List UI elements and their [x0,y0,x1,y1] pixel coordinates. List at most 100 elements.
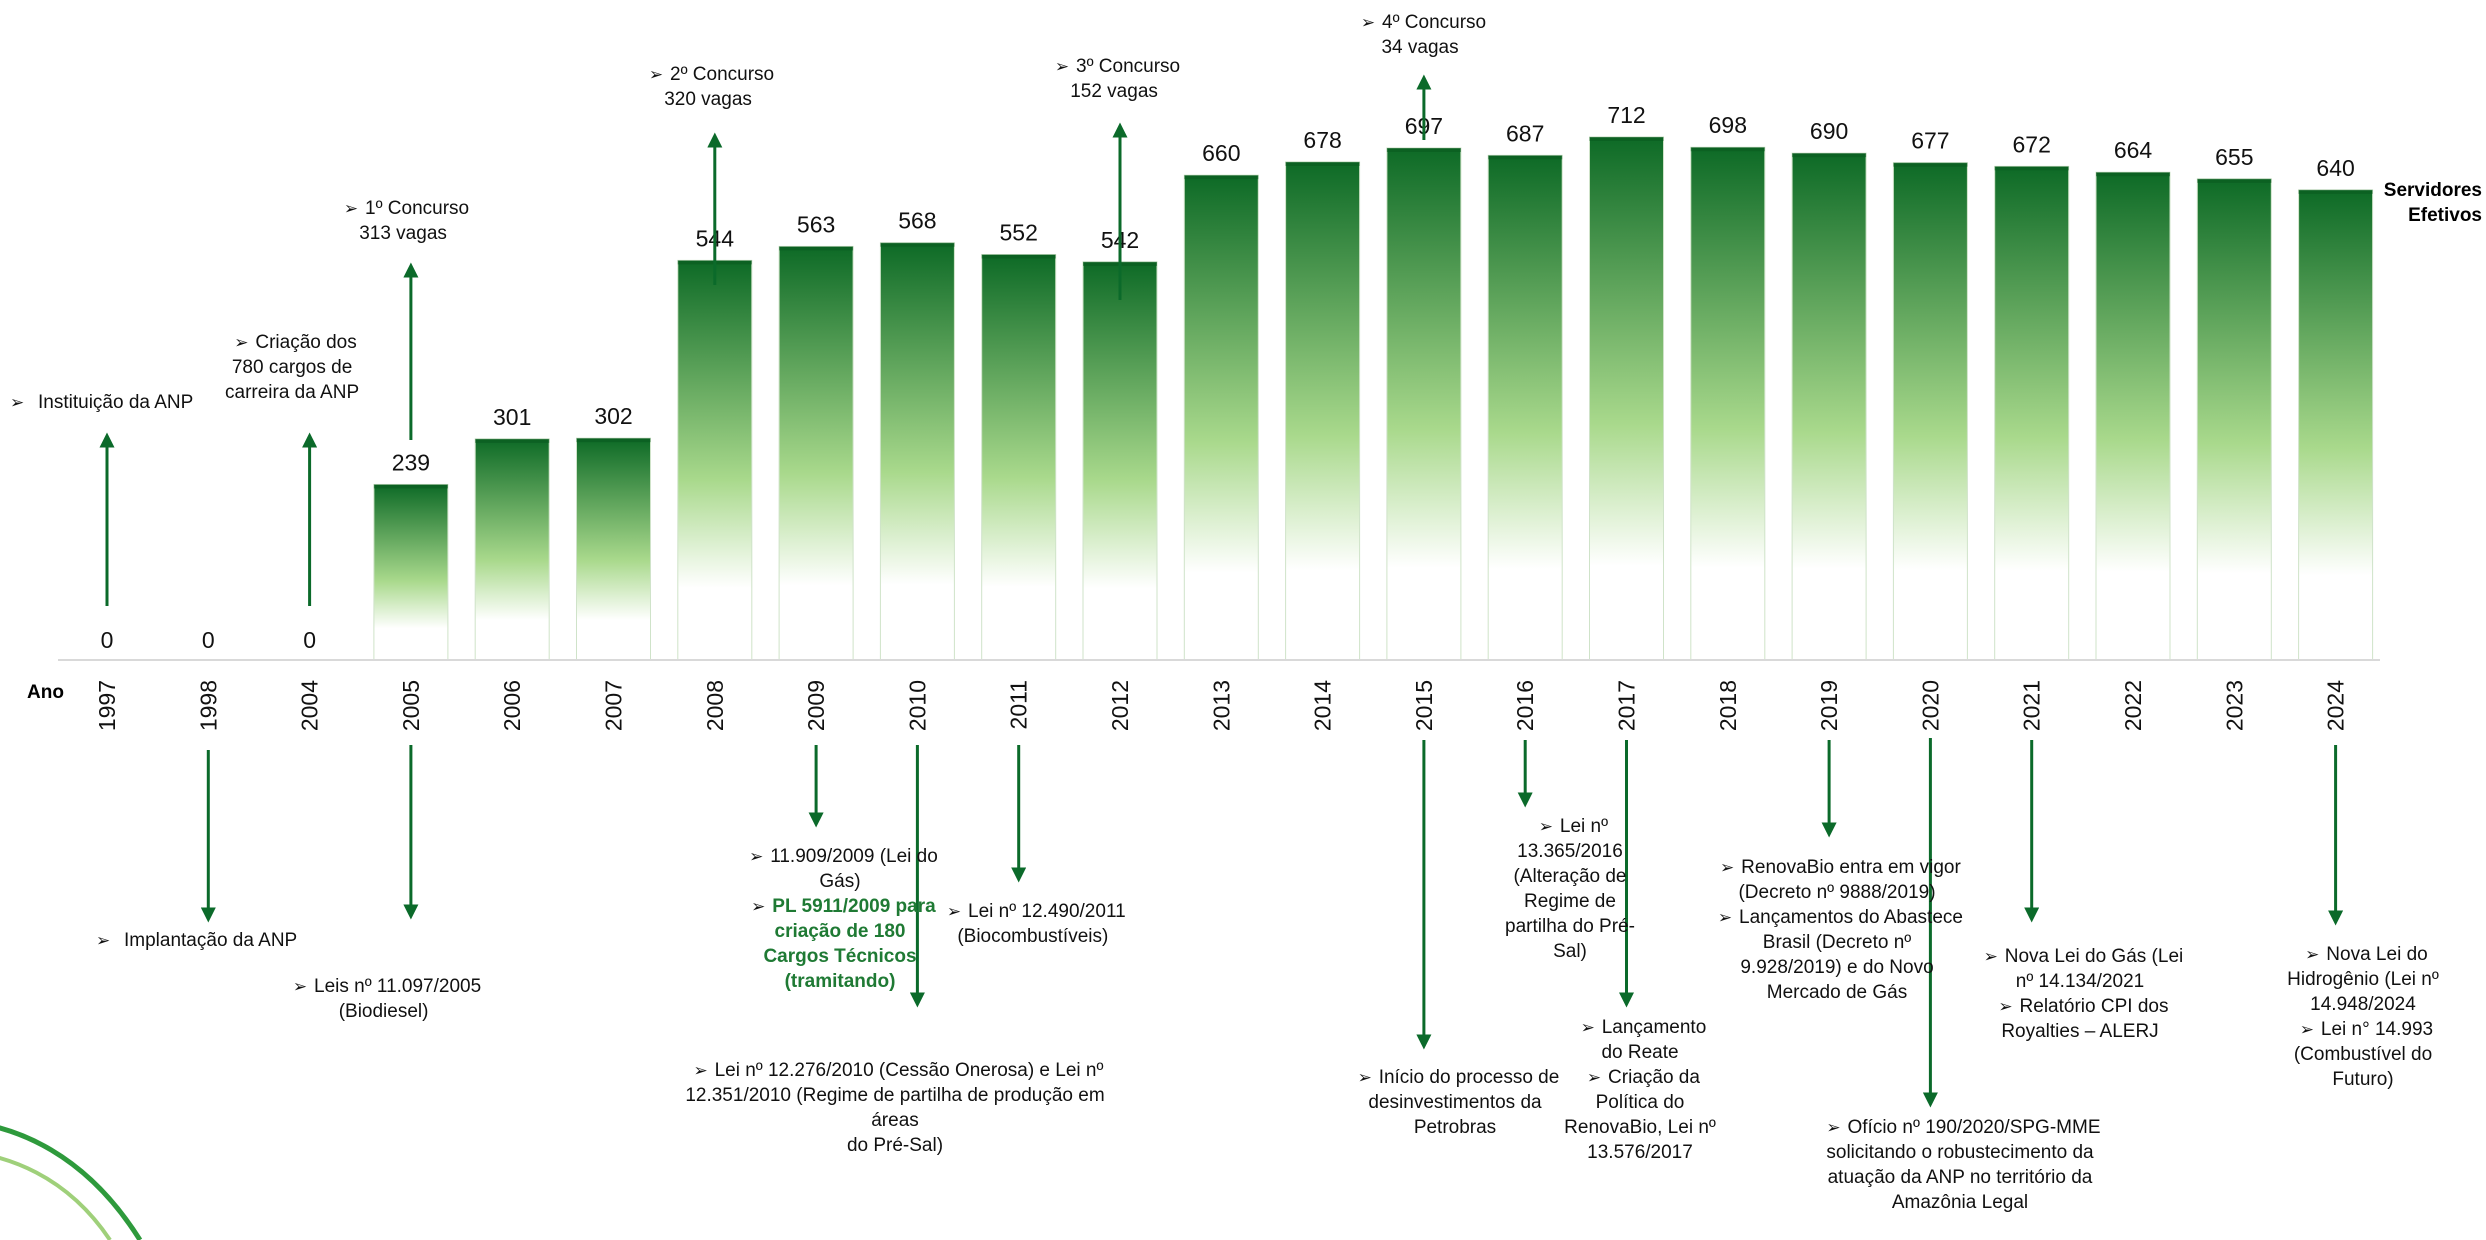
annotation-line: desinvestimentos da [1368,1092,1542,1113]
tick-label-2017: 2017 [1614,680,1640,731]
annotation-line: Sal) [1553,941,1587,962]
annotation-line: criação de 180 [774,921,906,942]
value-label-2018: 698 [1709,112,1747,138]
annotation-line: 2º Concurso [642,62,774,87]
value-label-2013: 660 [1202,140,1240,166]
tick-label-2020: 2020 [1917,680,1943,731]
value-label-2004: 0 [303,627,316,653]
annotation-line: Petrobras [1413,1117,1497,1138]
annotation-line: Lançamentos do Abastece [1652,905,2022,930]
bar-2009 [778,245,854,661]
value-label-2006: 301 [493,404,531,430]
annotation-above-1997: Instituição da ANP [10,390,193,415]
bar-2020 [1892,162,1968,661]
annotation-line: 3º Concurso [1048,54,1180,79]
annotation-line: Lei nº [1470,814,1670,839]
annotation-line: Lançamento [1540,1015,1740,1040]
annotation-line: Futuro) [2332,1069,2394,1090]
tick-label-2018: 2018 [1715,680,1741,731]
annotation-line: nº 14.134/2021 [2015,971,2145,992]
bar-cap-2017 [1589,136,1664,141]
annotation-line: Regime de [1524,891,1616,912]
annotation-line: do Reate [1601,1042,1679,1063]
tick-label-2009: 2009 [803,680,829,731]
annotation-line: Ofício nº 190/2020/SPG-MME [1790,1115,2130,1140]
annotation-line: Instituição da ANP [10,390,193,415]
tick-label-2022: 2022 [2120,680,2146,731]
tick-label-2023: 2023 [2221,680,2247,731]
value-label-2022: 664 [2114,137,2153,163]
annotation-line: 14.948/2024 [2310,994,2416,1015]
value-label-2016: 687 [1506,120,1544,146]
value-label-2010: 568 [898,208,936,234]
annotation-line: 320 vagas [664,89,752,110]
annotation-line: Gás) [819,871,861,892]
annotation-line: 152 vagas [1070,81,1158,102]
value-label-2007: 302 [594,403,632,429]
bar-2022 [2095,171,2171,661]
annotation-line: Brasil (Decreto nº [1762,932,1912,953]
annotation-line: Amazônia Legal [1891,1192,2029,1213]
value-label-2014: 678 [1303,127,1341,153]
bar-cap-2007 [576,438,651,443]
bar-cap-2009 [779,246,854,251]
annotation-line: Mercado de Gás [1766,982,1908,1003]
tick-label-2015: 2015 [1411,680,1437,731]
tick-label-2014: 2014 [1310,680,1336,731]
bar-cap-2022 [2096,172,2170,177]
annotation-below-2011: Lei nº 12.490/2011(Biocombustíveis) [940,899,1125,949]
annotation-line: Nova Lei do Gás (Lei [1960,944,2200,969]
value-label-2020: 677 [1911,128,1949,154]
tick-label-2011: 2011 [1006,680,1032,729]
tick-label-2005: 2005 [398,680,424,731]
annotation-line: (Biodiesel) [338,1001,429,1022]
series-label: Servidores Efetivos [2383,180,2482,226]
value-label-2009: 563 [797,211,835,237]
bar-cap-2010 [880,242,955,247]
annotation-line: atuação da ANP no território da [1827,1167,2093,1188]
bar-2019 [1791,152,1867,661]
value-label-2021: 672 [2013,131,2051,157]
annotation-line: (Combustível do [2293,1044,2433,1065]
bar-2017 [1589,136,1664,661]
annotation-line: 13.576/2017 [1587,1142,1693,1163]
annotation-line: RenovaBio entra em vigor [1652,855,2022,880]
bar-cap-2021 [1994,166,2069,171]
tick-label-2012: 2012 [1107,680,1133,731]
bar-2007 [576,437,651,661]
value-label-2023: 655 [2215,144,2253,170]
bar-2015 [1386,147,1462,661]
bar-2013 [1183,174,1259,661]
tick-label-2024: 2024 [2323,680,2349,731]
value-label-1997: 0 [101,627,114,653]
x-axis-label: Ano [27,682,64,703]
bar-2023 [2196,178,2272,661]
bar-2008 [677,259,753,661]
value-label-2017: 712 [1607,102,1645,128]
value-label-2024: 640 [2316,155,2354,181]
annotation-line: 34 vagas [1381,37,1459,58]
annotation-below-2019: RenovaBio entra em vigor(Decreto nº 9888… [1652,855,2022,1005]
annotation-line: (Alteração de [1513,866,1627,887]
arrows-layer [99,74,2344,1108]
bar-2016 [1487,154,1563,661]
annotation-line: Leis nº 11.097/2005 [286,974,481,999]
value-label-2011: 552 [1000,220,1038,246]
annotation-line: 11.909/2009 (Lei do [690,844,990,869]
annotation-line: 9.928/2019) e do Novo [1740,957,1934,978]
annotation-line: PL 5911/2009 para [690,894,990,919]
tick-label-2006: 2006 [499,680,525,731]
bar-2011 [981,254,1057,661]
